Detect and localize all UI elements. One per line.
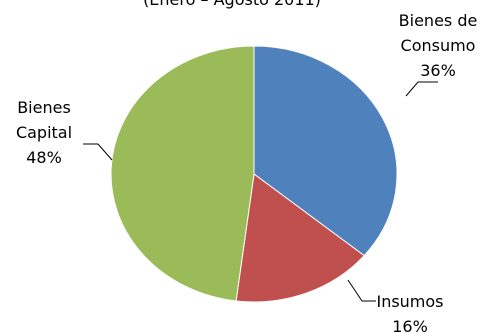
slice-label-line: 16% — [392, 317, 428, 333]
leader-line — [347, 279, 376, 302]
leader-line — [405, 81, 438, 97]
chart-title: (Enero – Agosto 2011) — [143, 0, 321, 9]
slice-label-line: Insumos — [376, 292, 443, 311]
leader-lines — [83, 81, 438, 302]
slice-label: Bienes de Consumo 36% — [399, 11, 478, 80]
slice-label: Bienes Capital 48% — [16, 98, 72, 167]
slice-label-line: Bienes — [17, 98, 71, 117]
slice-label: Insumos 16% — [376, 292, 443, 333]
slice-labels: Bienes de Consumo 36% Insumos 16% Bienes Capit… — [16, 11, 477, 333]
slice-label-line: Bienes de — [399, 11, 478, 30]
pie-slice-bienes-capital — [110, 45, 255, 302]
slice-label-line: Consumo — [401, 36, 476, 55]
pie-slices — [110, 45, 398, 303]
leader-line — [83, 143, 113, 161]
pie-slice-insumos — [235, 173, 365, 303]
slice-label-line: 36% — [420, 61, 456, 80]
pie-slice-bienes-de-consumo — [253, 45, 398, 257]
slice-label-line: Capital — [16, 123, 72, 142]
slice-label-line: 48% — [26, 148, 62, 167]
